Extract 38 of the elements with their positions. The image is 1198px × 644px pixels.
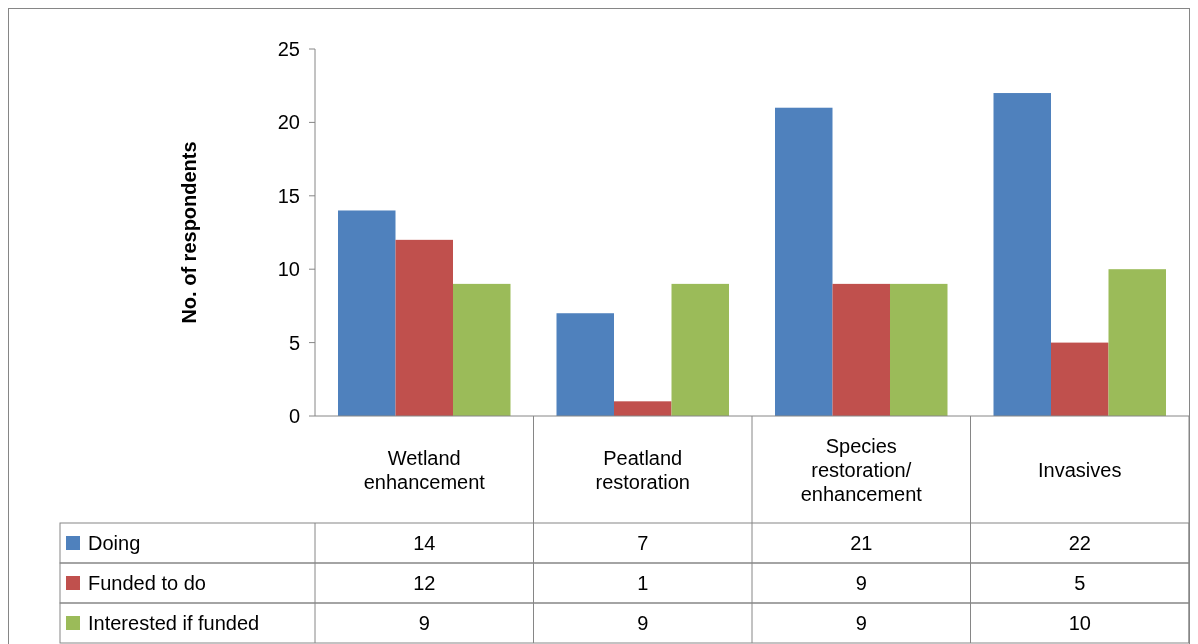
bar [993, 93, 1051, 416]
bar [671, 283, 729, 416]
bar [614, 401, 672, 416]
legend-label: Doing [88, 532, 141, 554]
bar [556, 313, 614, 416]
bar [453, 283, 511, 416]
data-label: 1 [637, 572, 649, 594]
x-tick-label: Wetland enhancement [363, 446, 486, 493]
data-label: 21 [850, 532, 873, 554]
x-tick-label: Species restoration/ enhancement [800, 434, 923, 505]
y-tick-label: 15 [277, 184, 300, 207]
data-label: 7 [637, 532, 649, 554]
x-tick-label: Peatland restoration [595, 446, 690, 493]
data-label: 10 [1068, 612, 1091, 634]
bar [832, 283, 890, 416]
bar [890, 283, 948, 416]
y-tick-label: 10 [277, 258, 300, 281]
data-label: 9 [855, 572, 867, 594]
x-tick-label: Invasives [1038, 458, 1122, 481]
y-tick-label: 5 [288, 331, 300, 354]
data-label: 12 [413, 572, 436, 594]
data-label: 9 [637, 612, 649, 634]
bar [338, 210, 396, 416]
data-label: 14 [413, 532, 436, 554]
y-tick-label: 0 [288, 405, 300, 427]
data-label: 5 [1074, 572, 1086, 594]
y-tick-label: 25 [277, 38, 300, 60]
data-label: 22 [1068, 532, 1091, 554]
legend-label: Interested if funded [88, 612, 260, 634]
bar [775, 107, 833, 416]
legend-label: Funded to do [88, 572, 206, 594]
y-axis-title: No. of respondents [178, 141, 200, 324]
y-tick-label: 20 [277, 111, 300, 134]
bar [1051, 342, 1109, 416]
data-label: 9 [855, 612, 867, 634]
bar [1108, 269, 1166, 416]
data-label: 9 [418, 612, 430, 634]
bar [395, 239, 453, 416]
